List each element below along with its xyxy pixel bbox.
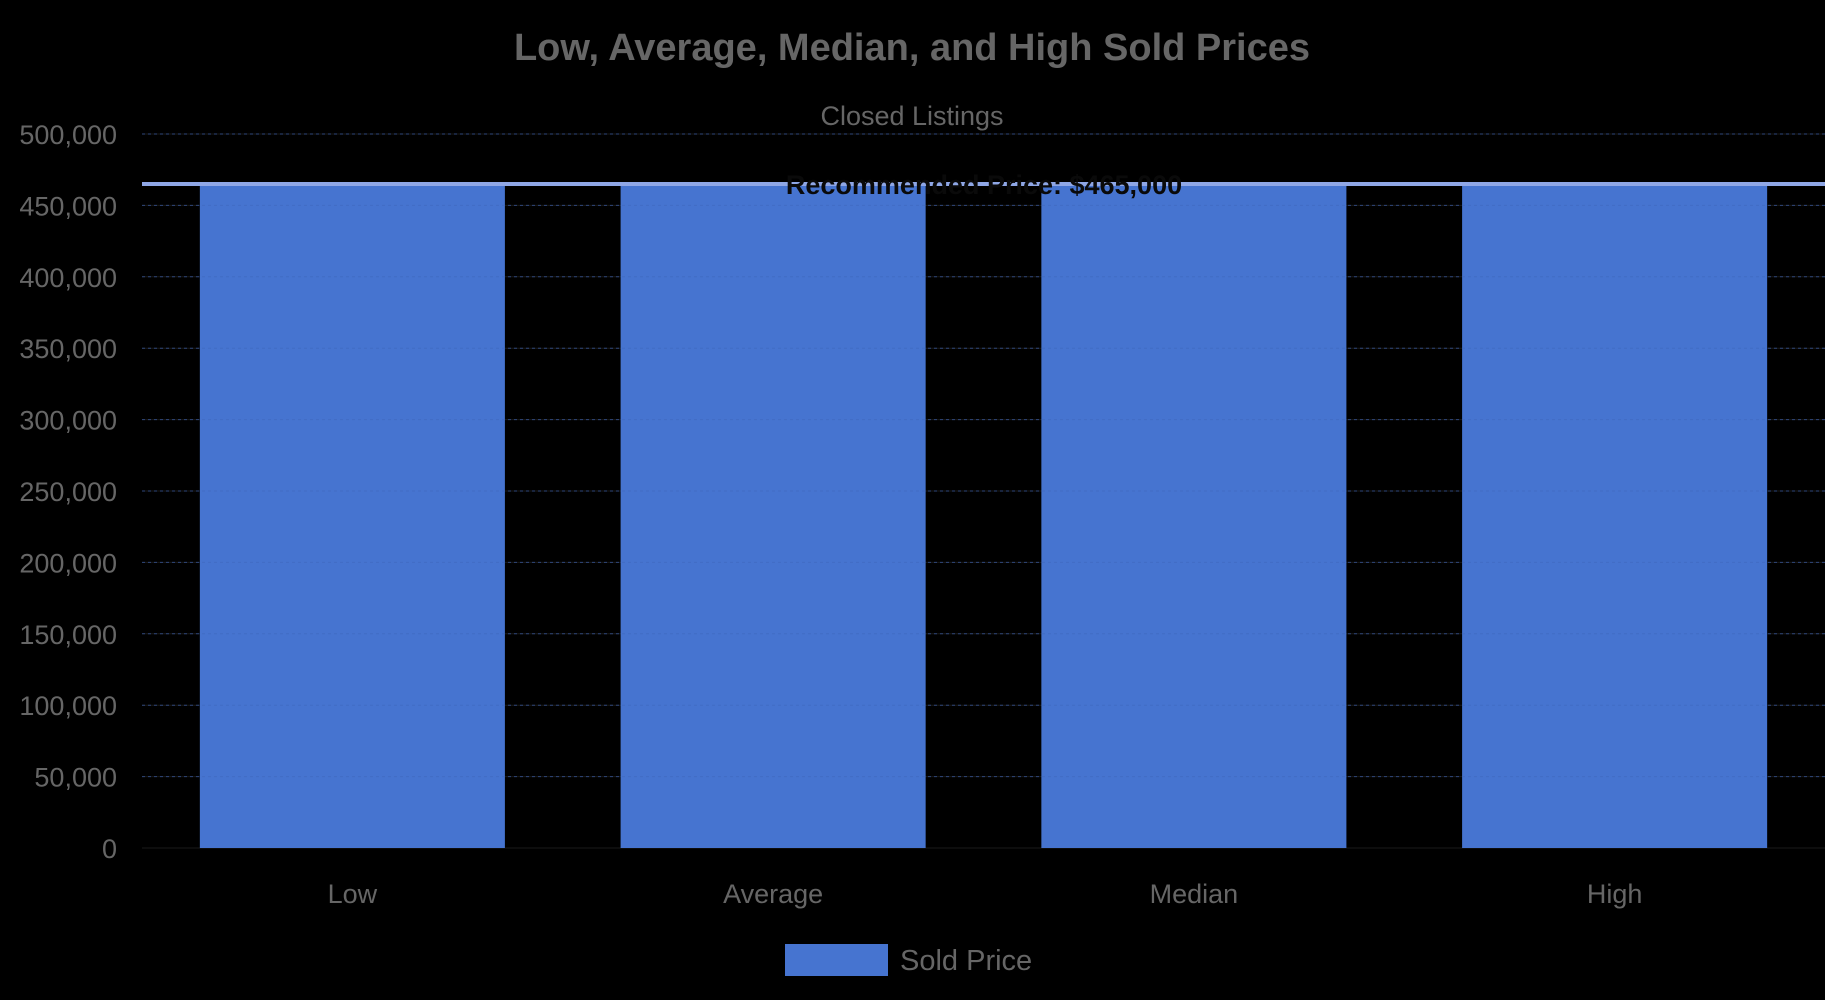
y-tick-label: 500,000 — [19, 120, 117, 150]
y-tick-label: 250,000 — [19, 477, 117, 507]
y-tick-label: 200,000 — [19, 548, 117, 578]
bar-average[interactable] — [620, 183, 926, 849]
y-tick-label: 450,000 — [19, 191, 117, 221]
x-tick-label: Low — [328, 879, 378, 909]
chart-title: Low, Average, Median, and High Sold Pric… — [514, 27, 1310, 69]
bar-median[interactable] — [1041, 183, 1347, 849]
legend[interactable]: Sold Price — [785, 944, 1032, 977]
x-tick-label: Median — [1150, 879, 1239, 909]
y-tick-label: 50,000 — [34, 763, 117, 793]
y-tick-label: 150,000 — [19, 620, 117, 650]
legend-label: Sold Price — [900, 945, 1032, 977]
y-tick-label: 350,000 — [19, 334, 117, 364]
x-axis-tick-labels: Low Average Median High — [328, 879, 1643, 909]
chart-subtitle: Closed Listings — [820, 101, 1003, 131]
recommended-price-label: Recommended Price: $465,000 — [786, 170, 1182, 200]
x-tick-label: Average — [723, 879, 823, 909]
recommended-price-annotation: Recommended Price: $465,000 — [142, 170, 1825, 200]
bar-low[interactable] — [199, 183, 505, 849]
y-tick-label: 100,000 — [19, 691, 117, 721]
bars — [142, 133, 1825, 849]
x-tick-label: High — [1587, 879, 1643, 909]
y-tick-label: 300,000 — [19, 406, 117, 436]
bar-high[interactable] — [1462, 183, 1768, 849]
y-tick-label: 400,000 — [19, 263, 117, 293]
y-axis-tick-labels: 0 50,000 100,000 150,000 200,000 250,000 300,0… — [19, 120, 117, 864]
y-tick-label: 0 — [102, 834, 117, 864]
legend-swatch — [785, 944, 888, 976]
